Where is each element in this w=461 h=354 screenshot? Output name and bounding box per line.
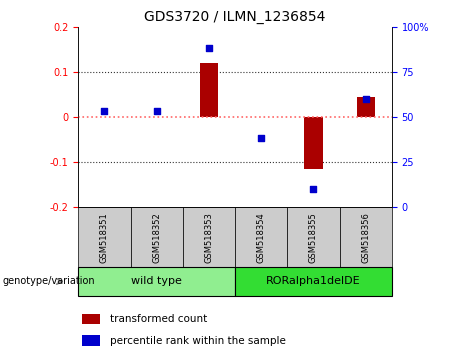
Bar <box>304 117 323 169</box>
Text: GSM518351: GSM518351 <box>100 212 109 263</box>
Text: RORalpha1delDE: RORalpha1delDE <box>266 276 361 286</box>
Bar <box>130 207 183 267</box>
Bar <box>82 335 100 346</box>
Bar <box>78 267 235 296</box>
Bar <box>340 207 392 267</box>
Text: GSM518352: GSM518352 <box>152 212 161 263</box>
Point <box>101 108 108 113</box>
Text: percentile rank within the sample: percentile rank within the sample <box>110 336 286 346</box>
Bar <box>235 267 392 296</box>
Bar <box>82 314 100 324</box>
Title: GDS3720 / ILMN_1236854: GDS3720 / ILMN_1236854 <box>144 10 326 24</box>
Text: GSM518355: GSM518355 <box>309 212 318 263</box>
Bar <box>235 207 287 267</box>
Bar <box>200 63 218 117</box>
Text: genotype/variation: genotype/variation <box>2 276 95 286</box>
Text: GSM518356: GSM518356 <box>361 212 370 263</box>
Point <box>258 136 265 141</box>
Text: GSM518353: GSM518353 <box>205 212 213 263</box>
Bar <box>183 207 235 267</box>
Bar <box>78 207 130 267</box>
Bar <box>357 97 375 117</box>
Text: GSM518354: GSM518354 <box>257 212 266 263</box>
Bar <box>287 207 340 267</box>
Point <box>362 96 369 102</box>
Point <box>153 108 160 113</box>
Text: transformed count: transformed count <box>110 314 207 324</box>
Point <box>310 186 317 192</box>
Point <box>205 45 213 51</box>
Text: wild type: wild type <box>131 276 182 286</box>
